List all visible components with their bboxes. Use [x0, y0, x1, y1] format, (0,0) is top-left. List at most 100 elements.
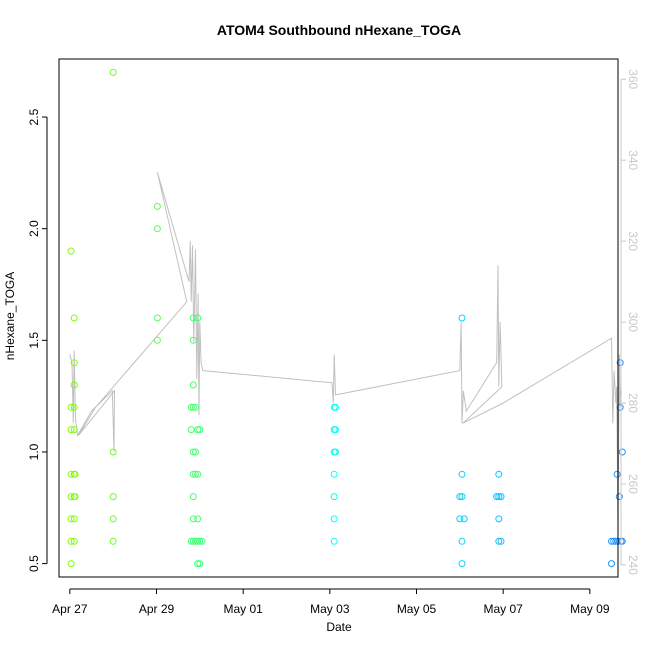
x-tick-label: May 05: [397, 602, 437, 616]
data-point: [109, 493, 117, 501]
data-point: [109, 68, 117, 76]
x-tick-label: May 01: [223, 602, 263, 616]
data-point: [192, 448, 199, 456]
y2-tick-label: 360: [626, 69, 640, 89]
data-point: [497, 537, 505, 545]
data-point: [458, 493, 466, 501]
data-point: [70, 403, 78, 411]
data-point: [616, 403, 624, 411]
y-axis-label: nHexane_TOGA: [3, 272, 17, 361]
data-point: [194, 314, 202, 322]
x-tick-label: May 03: [310, 602, 350, 616]
data-point: [70, 381, 78, 389]
data-point: [189, 493, 197, 501]
data-point: [70, 359, 78, 367]
data-point: [189, 470, 197, 478]
data-point: [67, 515, 75, 523]
y2-tick-label: 240: [626, 555, 640, 575]
data-point: [458, 314, 466, 322]
data-point: [67, 403, 75, 411]
y-tick-label: 2.5: [27, 108, 41, 125]
data-point: [608, 560, 615, 568]
data-point: [330, 515, 338, 523]
data-point: [458, 560, 466, 568]
data-point: [330, 493, 338, 501]
data-point: [198, 537, 206, 545]
secondary-series-line: [69, 172, 622, 525]
data-point: [153, 314, 161, 322]
data-point: [194, 537, 202, 545]
y-tick-label: 1.0: [27, 443, 41, 460]
data-point: [189, 314, 197, 322]
data-point: [495, 493, 503, 501]
data-point: [616, 359, 624, 367]
data-point: [192, 403, 199, 411]
data-point: [610, 537, 618, 545]
data-point: [71, 493, 79, 501]
data-point: [189, 381, 197, 389]
data-point: [192, 470, 199, 478]
data-point: [67, 493, 75, 501]
data-point: [196, 426, 204, 434]
data-point: [495, 515, 503, 523]
data-point: [189, 448, 197, 456]
data-point: [194, 426, 202, 434]
data-point: [109, 515, 117, 523]
y2-tick-label: 280: [626, 393, 640, 413]
data-point: [332, 403, 339, 411]
data-point: [332, 448, 339, 456]
y2-tick-label: 320: [626, 231, 640, 251]
data-point: [67, 247, 75, 255]
data-point: [67, 470, 75, 478]
data-point: [460, 515, 468, 523]
data-point: [70, 426, 78, 434]
data-point: [618, 537, 626, 545]
data-point: [189, 403, 197, 411]
data-point: [70, 537, 78, 545]
data-point: [187, 403, 195, 411]
x-tick-label: Apr 27: [52, 602, 88, 616]
y-tick-label: 0.5: [27, 555, 41, 572]
data-point: [189, 336, 197, 344]
data-point: [71, 470, 79, 478]
data-point: [458, 537, 466, 545]
y-tick-label: 2.0: [27, 220, 41, 237]
data-point: [194, 470, 202, 478]
data-point: [493, 493, 501, 501]
data-point: [153, 202, 161, 210]
x-tick-label: May 07: [483, 602, 523, 616]
data-point: [456, 515, 464, 523]
data-point: [497, 493, 505, 501]
y2-tick-label: 340: [626, 150, 640, 170]
data-point: [196, 537, 204, 545]
data-point: [330, 537, 338, 545]
x-tick-label: Apr 29: [139, 602, 175, 616]
data-point: [70, 314, 78, 322]
y2-tick-label: 260: [626, 474, 640, 494]
data-point: [67, 537, 75, 545]
data-point: [194, 515, 202, 523]
secondary-line-layer: [69, 172, 622, 525]
y2-tick-label: 300: [626, 312, 640, 332]
data-point: [153, 336, 161, 344]
y-tick-label: 1.5: [27, 332, 41, 349]
data-point: [618, 448, 626, 456]
data-point: [332, 426, 339, 434]
data-point: [153, 225, 161, 233]
x-tick-label: May 09: [570, 602, 610, 616]
axes-layer: Apr 27 Apr 29 May 01 May 03 May 05 May 07 May …: [27, 69, 640, 616]
data-point: [458, 470, 466, 478]
plot-frame: [58, 58, 619, 578]
chart-title: ATOM4 Southbound nHexane_TOGA: [217, 22, 461, 38]
data-point: [70, 515, 78, 523]
data-point: [194, 560, 202, 568]
data-point: [330, 470, 338, 478]
data-point: [67, 426, 75, 434]
data-point: [613, 470, 621, 478]
data-point: [189, 515, 197, 523]
data-point: [67, 560, 75, 568]
data-point: [495, 470, 503, 478]
x-axis-label: Date: [326, 620, 352, 634]
